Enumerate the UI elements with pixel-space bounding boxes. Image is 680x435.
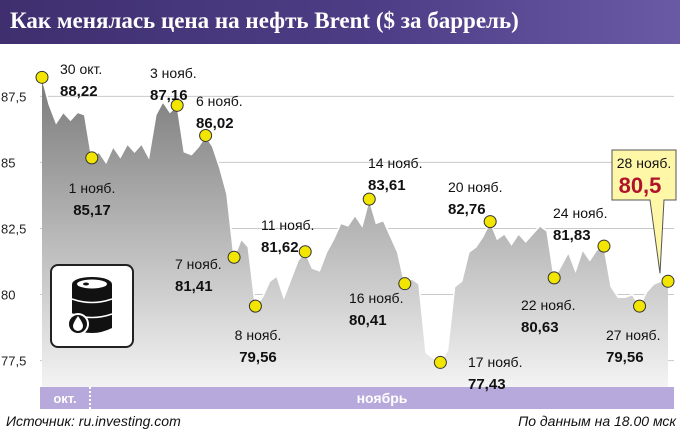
value-label: 88,22 <box>60 83 98 100</box>
date-label: 20 нояб. <box>448 179 502 195</box>
data-point-marker <box>85 151 99 165</box>
value-label: 79,56 <box>606 349 644 366</box>
data-point-marker <box>35 70 49 84</box>
month-label: ноябрь <box>357 390 408 406</box>
value-label: 81,83 <box>553 227 591 244</box>
value-label: 83,61 <box>368 177 406 194</box>
price-line <box>41 77 668 364</box>
data-point-marker <box>661 274 675 288</box>
y-tick-label: 85 <box>1 155 15 170</box>
data-point-marker <box>483 215 497 229</box>
date-label: 27 нояб. <box>606 327 660 343</box>
price-area <box>42 77 668 388</box>
data-point-marker <box>433 355 447 369</box>
oil-barrel-icon <box>50 264 134 348</box>
month-label: окт. <box>53 391 76 406</box>
value-label: 79,56 <box>239 349 277 366</box>
data-point-marker <box>298 245 312 259</box>
value-label: 77,43 <box>468 376 506 393</box>
value-label: 80,5 <box>619 173 662 198</box>
month-bar <box>40 387 674 409</box>
date-label: 22 нояб. <box>521 297 575 313</box>
value-label: 80,41 <box>349 312 387 329</box>
date-label: 16 нояб. <box>349 290 403 306</box>
date-label: 11 нояб. <box>261 217 314 233</box>
data-point-marker <box>199 128 213 142</box>
highlight-callout <box>611 149 677 274</box>
oil-price-chart: 77,5 80 82,5 85 87,5 окт. ноябрь 30 окт. 88,22 1 … <box>1 61 677 409</box>
date-label: 14 нояб. <box>368 155 422 171</box>
y-tick-label: 87,5 <box>1 89 26 104</box>
value-label: 85,17 <box>73 202 111 219</box>
date-label: 17 нояб. <box>468 354 522 370</box>
time-note: По данным на 18.00 мск <box>518 413 676 429</box>
data-point-marker <box>248 299 262 313</box>
data-point-marker <box>597 239 611 253</box>
data-point-marker <box>170 98 184 112</box>
y-tick-label: 80 <box>1 288 15 303</box>
value-label: 87,16 <box>150 87 188 104</box>
data-point-marker <box>227 250 241 264</box>
value-label: 81,41 <box>175 278 213 295</box>
date-label: 28 нояб. <box>617 155 671 171</box>
header-banner: Как менялась цена на нефть Brent ($ за б… <box>0 0 680 44</box>
source-note: Источник: ru.investing.com <box>6 413 181 429</box>
y-tick-label: 82,5 <box>1 221 26 236</box>
date-label: 8 нояб. <box>235 327 282 343</box>
data-point-marker <box>633 299 647 313</box>
data-point-marker <box>547 271 561 285</box>
chart-title: Как менялась цена на нефть Brent ($ за б… <box>10 8 519 33</box>
data-point-marker <box>398 277 412 291</box>
data-point-marker <box>362 192 376 206</box>
value-label: 82,76 <box>448 201 486 218</box>
y-tick-label: 77,5 <box>1 354 26 369</box>
date-label: 30 окт. <box>60 61 102 77</box>
date-label: 6 нояб. <box>196 93 243 109</box>
date-label: 24 нояб. <box>553 205 607 221</box>
value-label: 86,02 <box>196 115 234 132</box>
value-label: 80,63 <box>521 319 559 336</box>
date-label: 1 нояб. <box>69 180 116 196</box>
date-label: 3 нояб. <box>150 65 197 81</box>
value-label: 81,62 <box>261 239 299 256</box>
date-label: 7 нояб. <box>175 256 222 272</box>
